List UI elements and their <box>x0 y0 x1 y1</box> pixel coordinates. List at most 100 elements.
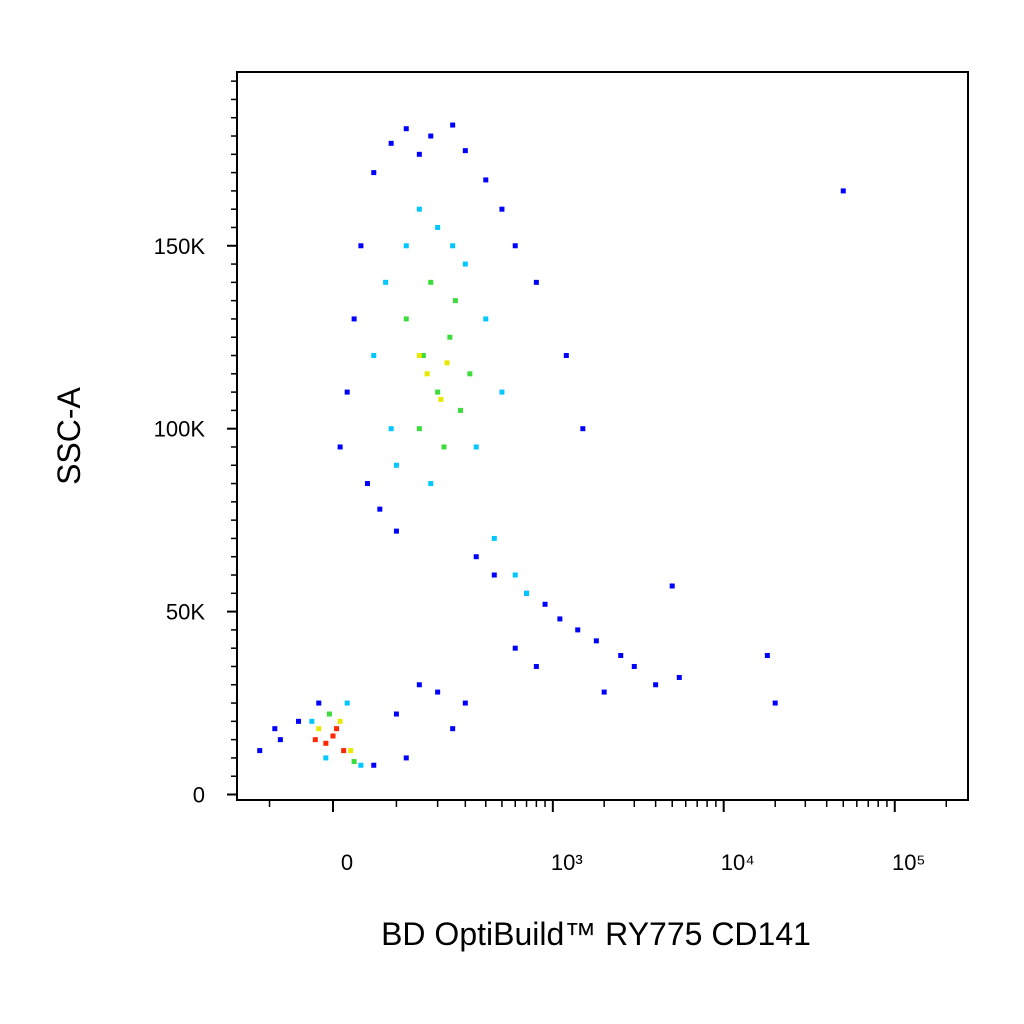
data-point <box>428 133 434 139</box>
data-point <box>435 224 441 230</box>
data-point <box>341 748 347 754</box>
data-point <box>309 718 315 724</box>
data-point <box>512 243 518 249</box>
data-point <box>450 243 456 249</box>
y-tick-label: 150K <box>154 234 206 259</box>
data-point <box>272 726 278 732</box>
data-point <box>512 572 518 578</box>
data-point <box>764 652 770 658</box>
y-tick-label: 100K <box>154 417 206 442</box>
data-point <box>462 148 468 154</box>
data-point <box>450 726 456 732</box>
data-point <box>358 243 364 249</box>
plot-frame <box>236 71 969 801</box>
data-point <box>326 711 332 717</box>
data-point <box>351 759 357 765</box>
data-point <box>334 726 340 732</box>
data-point <box>772 700 778 706</box>
data-point <box>676 674 682 680</box>
data-point <box>277 737 283 743</box>
data-point <box>428 481 434 487</box>
data-point <box>542 601 548 607</box>
data-point <box>377 506 383 512</box>
data-point <box>388 426 394 432</box>
data-point <box>403 243 409 249</box>
data-point <box>344 389 350 395</box>
data-point <box>316 726 322 732</box>
data-point <box>393 462 399 468</box>
data-point <box>483 316 489 322</box>
data-point <box>424 371 430 377</box>
data-point <box>348 748 354 754</box>
data-point <box>447 334 453 340</box>
data-point <box>533 279 539 285</box>
data-point <box>462 700 468 706</box>
x-tick-label: 10⁵ <box>892 850 926 875</box>
data-point <box>393 711 399 717</box>
data-point <box>403 126 409 132</box>
y-tick-label: 0 <box>193 783 205 808</box>
data-point <box>499 206 505 212</box>
data-point <box>840 188 846 194</box>
data-point <box>428 279 434 285</box>
y-tick-label: 50K <box>166 600 205 625</box>
data-point <box>601 689 607 695</box>
data-point <box>312 737 318 743</box>
data-point <box>441 444 447 450</box>
data-point <box>450 122 456 128</box>
data-point <box>458 407 464 413</box>
data-point <box>393 528 399 534</box>
data-point <box>483 177 489 183</box>
data-point <box>575 627 581 633</box>
data-point <box>344 700 350 706</box>
data-point <box>323 740 329 746</box>
data-point <box>462 261 468 267</box>
data-point <box>337 444 343 450</box>
data-point <box>371 170 377 176</box>
x-tick-label: 10³ <box>551 850 583 875</box>
data-point <box>416 682 422 688</box>
data-point <box>371 353 377 359</box>
data-point <box>533 663 539 669</box>
data-point <box>452 298 458 304</box>
data-point <box>557 616 563 622</box>
data-point <box>563 353 569 359</box>
data-point <box>438 396 444 402</box>
data-point <box>631 663 637 669</box>
data-point <box>337 718 343 724</box>
data-point <box>330 733 336 739</box>
data-point <box>435 389 441 395</box>
data-point <box>512 645 518 651</box>
data-point <box>316 700 322 706</box>
data-point <box>491 572 497 578</box>
y-axis-title: SSC-A <box>51 386 87 484</box>
data-point <box>618 652 624 658</box>
data-point <box>383 279 389 285</box>
data-point <box>580 426 586 432</box>
data-point <box>416 151 422 157</box>
x-axis-title: BD OptiBuild™ RY775 CD141 <box>381 916 811 952</box>
data-point <box>653 682 659 688</box>
data-point <box>499 389 505 395</box>
data-point <box>416 206 422 212</box>
data-point <box>364 481 370 487</box>
data-point <box>358 762 364 768</box>
x-tick-label: 10⁴ <box>721 850 755 875</box>
data-point <box>669 583 675 589</box>
x-tick-label: 0 <box>341 850 353 875</box>
data-point <box>416 426 422 432</box>
data-point <box>444 360 450 366</box>
data-point <box>491 535 497 541</box>
data-point <box>403 316 409 322</box>
data-point <box>593 638 599 644</box>
data-point <box>524 590 530 596</box>
data-point <box>323 755 329 761</box>
data-point <box>403 755 409 761</box>
data-point <box>371 762 377 768</box>
data-point <box>420 353 426 359</box>
data-point <box>473 554 479 560</box>
data-point <box>473 444 479 450</box>
data-point <box>296 718 302 724</box>
data-point <box>416 353 422 359</box>
